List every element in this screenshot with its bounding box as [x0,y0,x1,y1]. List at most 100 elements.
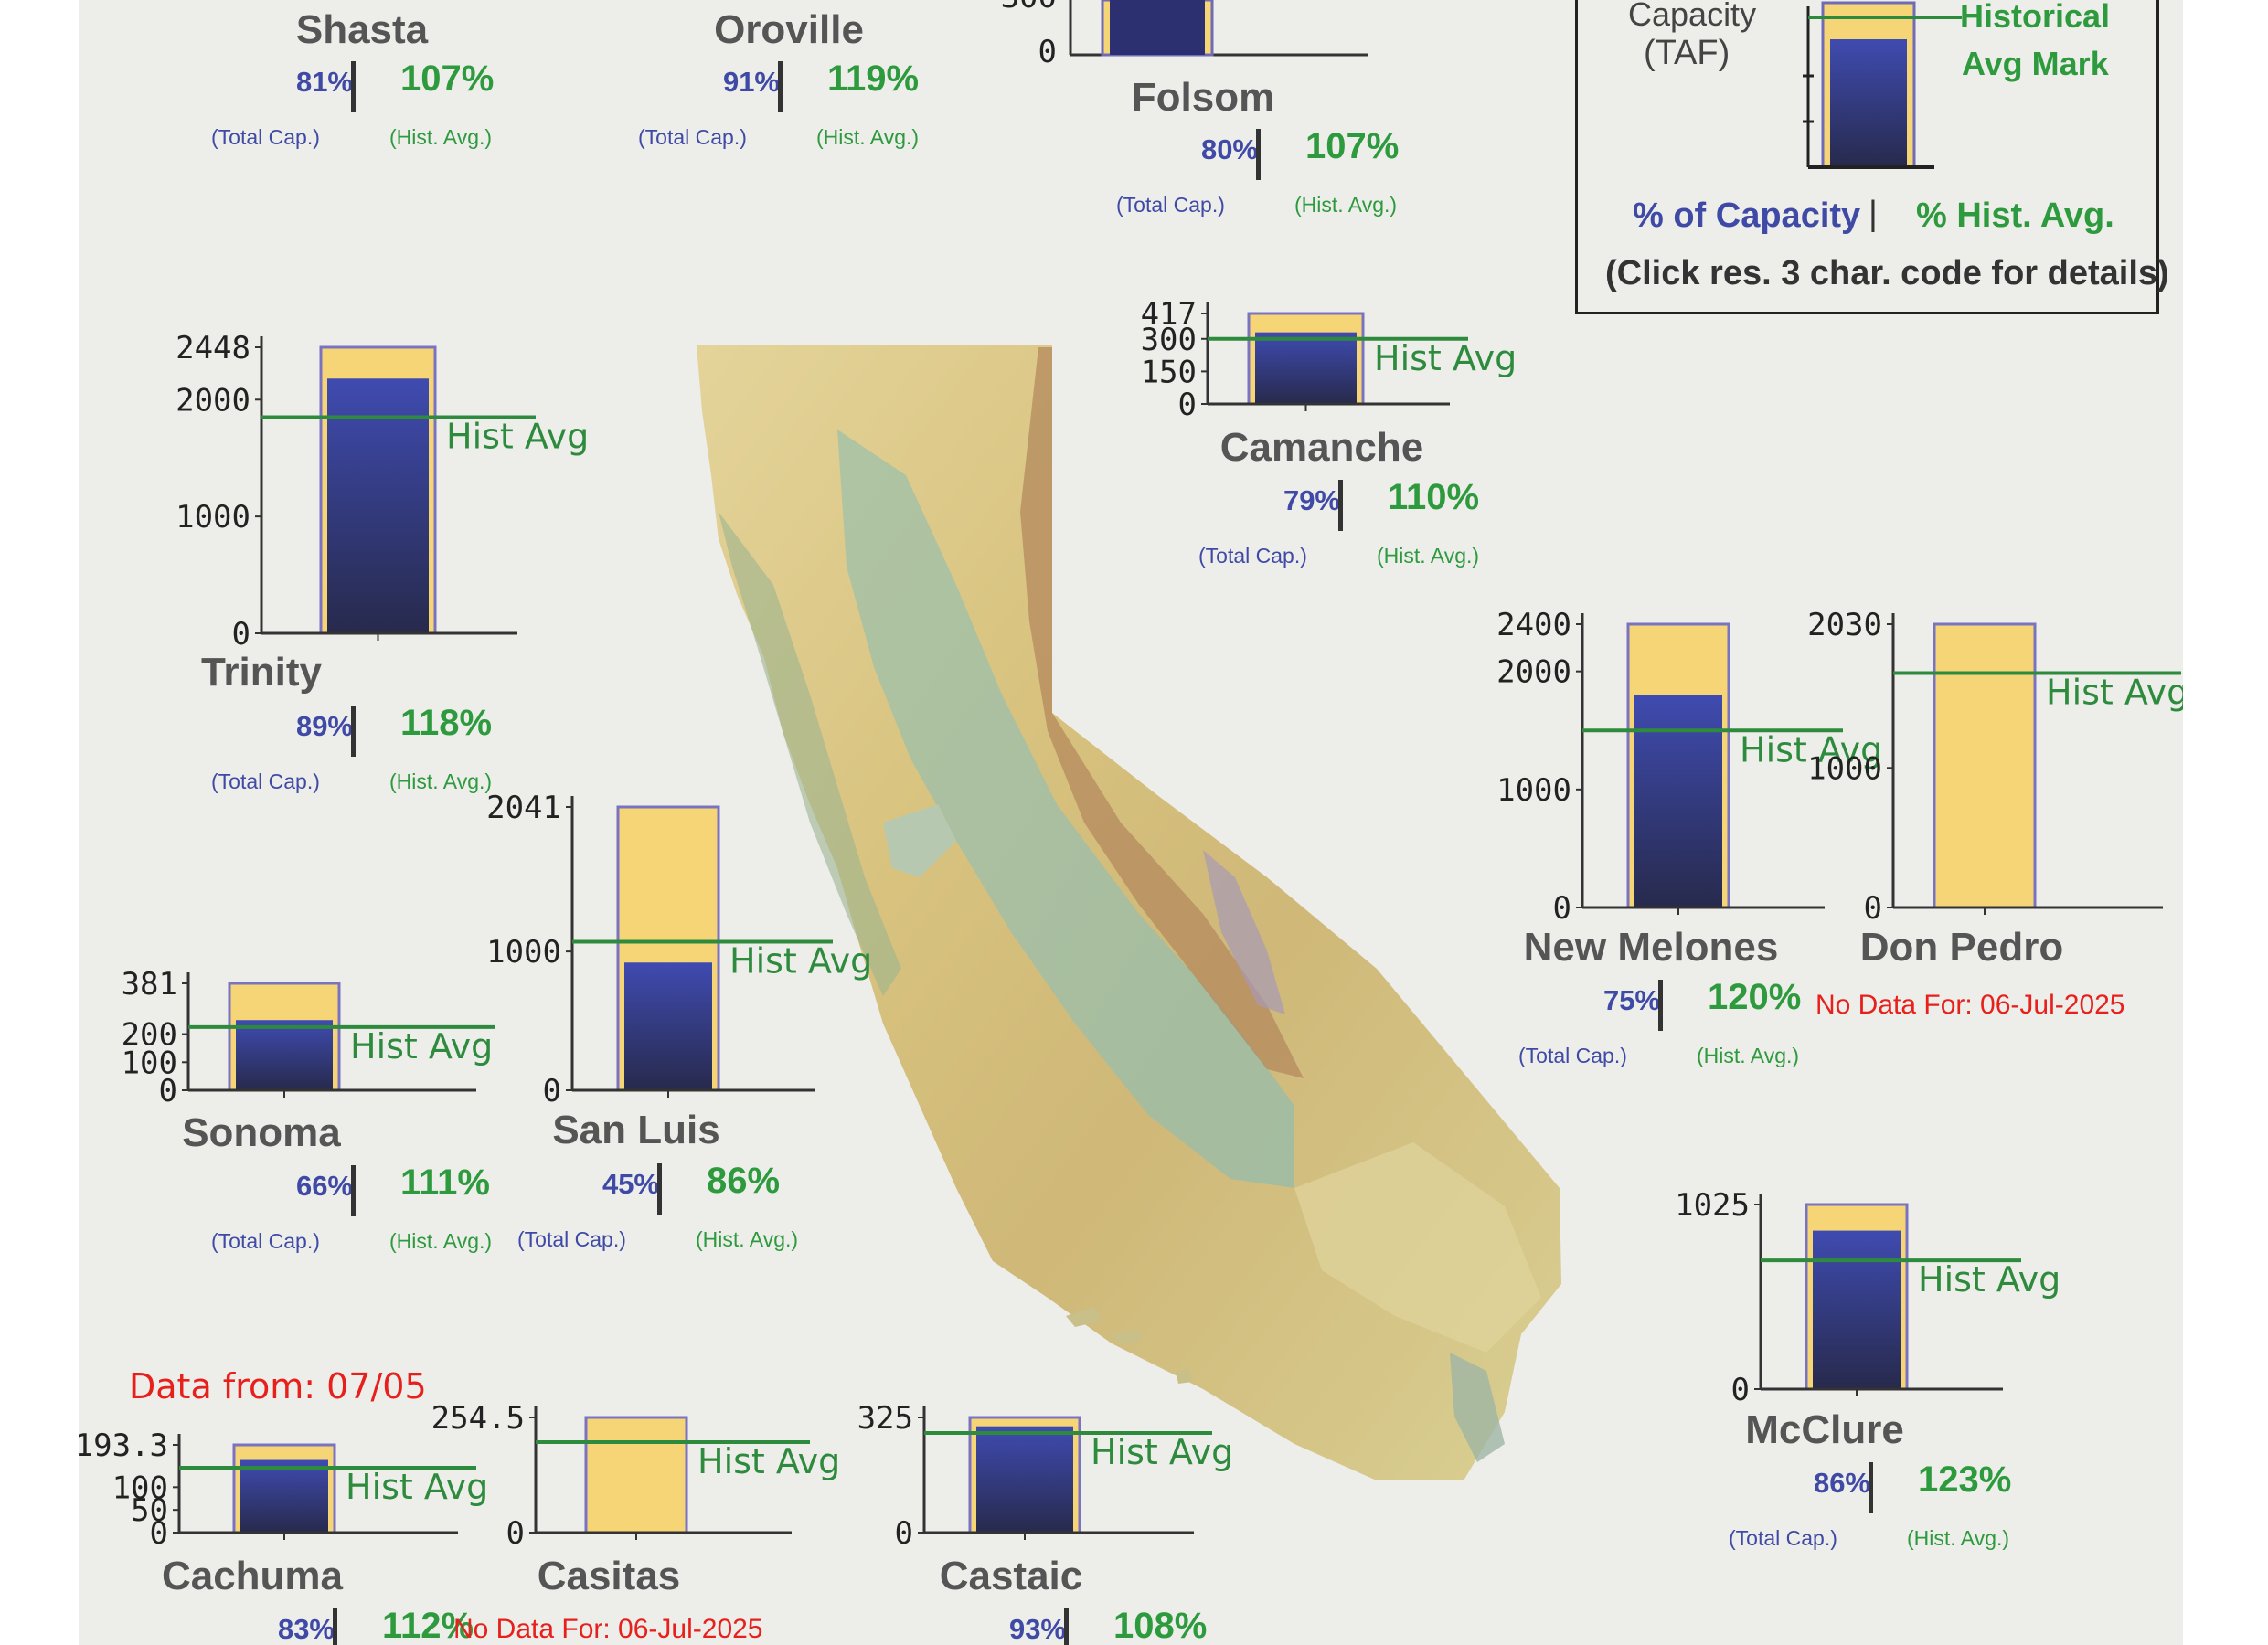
salton-basin [1450,1353,1505,1462]
reservoir-cachuma[interactable]: Data from: 07/05 193.3 100 50 0 Hist Avg Cac… [79,1357,554,1645]
reservoir-folsom[interactable]: 300 0 Folsom 80% 107% (Total Cap.) (Hist… [1001,0,1441,228]
hist-avg-label: Hist Avg [697,1441,840,1481]
y-tick-label: 0 [543,1073,561,1109]
reservoir-stats: 93% 108% [901,1604,1249,1645]
hist-avg-label: Hist Avg [1091,1432,1233,1472]
reservoir-name[interactable]: Trinity [200,650,323,695]
legend-sample-bar [1803,1,1962,169]
y-tick-label: 325 [857,1400,913,1437]
reservoir-stats: 80% 107% (Total Cap.) (Hist. Avg.) [1093,124,1441,234]
reservoir-name[interactable]: Camanche [1219,425,1424,470]
california-relief-map [697,345,1561,1480]
pct-capacity: 93% [1008,1613,1066,1645]
storage-bar [327,378,429,633]
y-tick: 0 [1038,34,1057,70]
reservoir-stats: 81% 107% (Total Cap.) (Hist. Avg.) [188,57,536,166]
reservoir-name[interactable]: Oroville [714,7,864,52]
legend-box: Capacity (TAF) Historical Avg Mark % of … [1575,0,2169,314]
hist-avg-caption: (Hist. Avg.) [1907,1526,2010,1550]
y-tick-label: 200 [122,1017,177,1054]
total-cap-caption: (Total Cap.) [1116,193,1225,217]
capacity-bar [1933,622,2037,909]
y-tick-label: 1000 [1496,772,1571,809]
reservoir-name[interactable]: Shasta [295,7,429,52]
total-cap-caption: (Total Cap.) [517,1227,626,1251]
pct-hist-avg: 86% [707,1161,781,1201]
hist-avg-label: Hist Avg [729,940,872,981]
hist-avg-caption: (Hist. Avg.) [1377,544,1480,568]
reservoir-camanche[interactable]: 417 300 150 0 Hist Avg Camanche 79% 110% (To… [1075,279,1550,571]
reservoir-name[interactable]: Castaic [939,1554,1083,1598]
y-tick-label: 0 [1864,890,1882,927]
pct-hist-avg: 108% [1113,1606,1208,1645]
reservoir-stats: 75% 120% (Total Cap.) (Hist. Avg.) [1496,975,1843,1085]
reservoir-name[interactable]: Cachuma [161,1554,344,1598]
y-tick-label: 2448 [176,330,250,366]
reservoir-don-pedro[interactable]: 2030 1000 0 Hist Avg Don Pedro No Data For:… [1797,599,2183,1037]
y-tick-label: 0 [232,616,250,653]
legend-capacity-label: Capacity [1628,0,1757,33]
stat-divider [657,1163,662,1215]
coast-range [719,512,901,996]
hist-avg-label: Hist Avg [2046,672,2183,712]
y-tick-label: 381 [122,966,177,1003]
reservoir-casitas[interactable]: 254.5 0 Hist Avg Casitas No Data For: 06-J… [426,1357,883,1645]
reservoir-new-melones[interactable]: 2400 2000 1000 0 Hist Avg New Melones 75% 12… [1404,599,1882,1074]
y-tick-label: 0 [159,1073,177,1109]
mojave-desert [1294,1142,1541,1353]
reservoir-name[interactable]: New Melones [1523,925,1779,970]
pct-capacity: 66% [295,1170,353,1202]
hist-avg-caption: (Hist. Avg.) [1697,1044,1800,1067]
sierra-peaks [1203,850,1285,1014]
pct-hist-avg: 118% [400,703,493,743]
folsom-chart-fragment: 300 0 [1001,0,1368,70]
pct-hist-avg: 110% [1388,477,1480,517]
reservoir-trinity[interactable]: 2448 2000 1000 0 Hist Avg Trinity 89% 118% (… [97,324,609,800]
pct-hist-avg: 123% [1918,1459,2012,1500]
hist-avg-label: Hist Avg [1374,338,1517,378]
reservoir-castaic[interactable]: 325 0 Hist Avg Castaic 93% 108% [828,1357,1304,1645]
total-cap-caption: (Total Cap.) [1729,1526,1837,1550]
reservoir-name[interactable]: Sonoma [182,1110,341,1155]
pct-hist-avg: 107% [400,58,495,99]
pct-capacity: 83% [277,1613,335,1645]
stat-divider [333,1608,337,1645]
pct-hist-avg: 107% [1305,126,1400,166]
stat-divider [351,61,356,112]
reservoir-shasta[interactable]: Shasta 81% 107% (Total Cap.) (Hist. Avg.… [188,0,536,164]
pct-hist-avg: 120% [1708,977,1802,1017]
legend-pct-hist: % Hist. Avg. [1916,196,2114,235]
hist-avg-caption: (Hist. Avg.) [389,769,493,793]
total-cap-caption: (Total Cap.) [211,1229,320,1253]
legend-pct-capacity: % of Capacity [1633,196,1861,235]
y-tick-label: 1025 [1675,1187,1750,1224]
sierra-nevada [1020,347,1304,1078]
central-valley [837,430,1294,1188]
reservoir-oroville[interactable]: Oroville 91% 119% (Total Cap.) (Hist. Av… [615,0,963,164]
sf-bay [883,804,956,877]
hist-avg-label: Hist Avg [350,1026,493,1067]
stat-divider [1338,480,1343,531]
y-tick-label: 2041 [486,790,561,826]
reservoir-san-luis[interactable]: 2041 1000 0 Hist Avg San Luis 45% 86% (Tota… [426,777,901,1252]
reservoir-name[interactable]: Casitas [537,1554,681,1598]
reservoir-name[interactable]: Don Pedro [1859,925,2064,970]
y-tick-label: 2000 [1496,654,1571,691]
y-tick-label: 0 [1553,890,1571,927]
hist-avg-caption: (Hist. Avg.) [389,125,493,149]
pct-capacity: 89% [295,710,353,742]
storage-bar [624,962,712,1090]
y-tick-label: 1000 [176,499,250,536]
reservoir-name[interactable]: Folsom [1131,75,1275,120]
pct-capacity: 75% [1603,984,1660,1016]
reservoir-mcclure[interactable]: 1025 0 Hist Avg McClure 86% 123% (Total Ca… [1614,1183,2090,1567]
total-cap-caption: (Total Cap.) [211,125,320,149]
reservoir-name[interactable]: McClure [1745,1407,1904,1452]
legend-avg-mark-label: Avg Mark [1962,45,2109,82]
reservoir-name[interactable]: San Luis [552,1108,720,1152]
stat-divider [1869,1462,1873,1513]
reservoir-sonoma[interactable]: 381 200 100 0 Hist Avg Sonoma 66% 111% (Tota… [88,960,563,1270]
